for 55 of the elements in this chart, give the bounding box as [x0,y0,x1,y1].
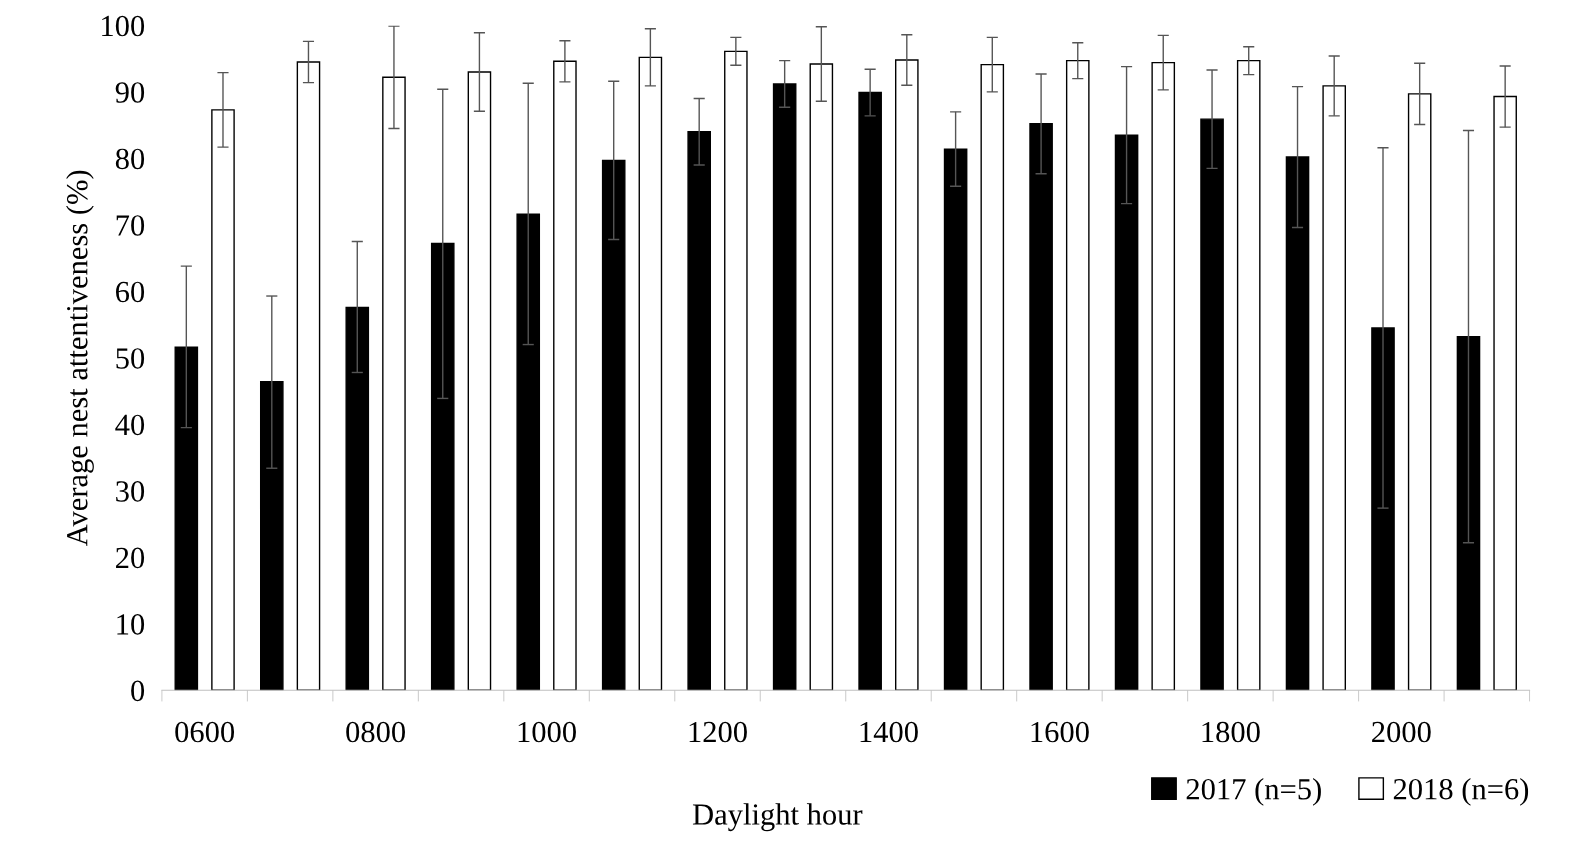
x-tick-label: 0800 [346,721,405,743]
bar [1285,156,1310,691]
y-tick-label: 10 [117,614,145,635]
y-tick-label: 60 [116,281,145,303]
bar [724,50,748,691]
y-tick-label: 100 [102,15,145,37]
bar [687,131,711,691]
bar [601,159,626,691]
x-tick-label: 2000 [1372,721,1431,743]
bar [211,109,235,691]
bar [1151,61,1176,691]
bar [1114,134,1139,691]
bar [895,59,919,691]
bar [174,346,199,691]
y-tick-label: 0 [131,680,145,702]
bar [1456,335,1481,691]
x-tick-label: 1600 [1031,721,1089,743]
bar [1371,327,1395,691]
y-tick-label: 30 [116,481,145,502]
bar [553,60,577,691]
bar [467,71,492,691]
x-tick-label: 1200 [689,721,747,743]
bar [516,213,541,691]
x-tick-label: 1400 [860,721,918,743]
bar [638,56,663,691]
bar [858,91,882,691]
bar [1065,59,1090,691]
bar [943,148,968,691]
y-tick-label: 40 [115,414,145,436]
bar [1322,85,1347,691]
legend-label: 2018 (n=6) [1393,778,1529,806]
bar [1407,93,1432,691]
y-tick-label: 50 [116,348,145,369]
y-tick-label: 90 [115,82,145,103]
y-tick-label: 20 [116,547,145,569]
bar [382,76,406,691]
x-axis-title: Daylight hour [692,803,863,832]
bar [430,242,455,691]
bar [259,381,284,691]
x-tick-label: 0600 [175,721,235,743]
bar [980,63,1005,691]
y-tick-label: 80 [115,148,145,170]
x-tick-label: 1800 [1202,721,1260,743]
bar [809,63,834,691]
legend-label: 2017 (n=5) [1186,778,1321,806]
bar [296,61,321,691]
bar [772,83,797,691]
bar [345,306,370,691]
bar [1493,95,1517,691]
bar [1029,123,1053,691]
y-axis-title: Average nest attentiveness (%) [66,170,94,547]
y-tick-label: 70 [116,215,145,236]
bar [1236,59,1261,691]
bar [1200,118,1224,691]
x-tick-label: 1000 [518,721,576,743]
